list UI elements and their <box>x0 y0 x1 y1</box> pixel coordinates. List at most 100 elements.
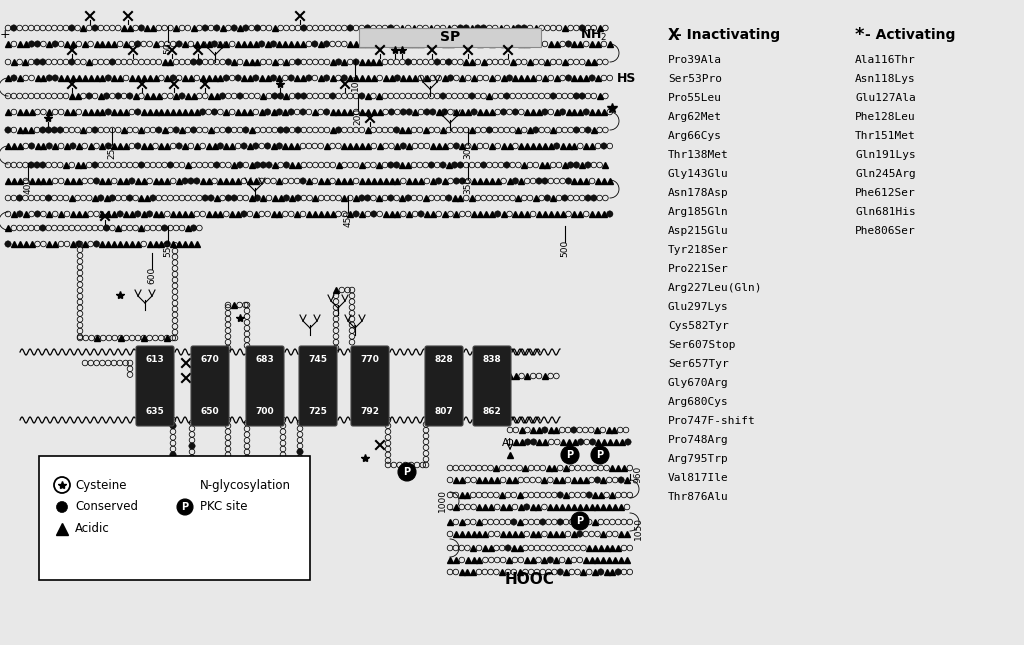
Circle shape <box>134 211 141 217</box>
Circle shape <box>311 41 318 47</box>
Circle shape <box>573 93 580 99</box>
Circle shape <box>447 75 454 81</box>
Text: Arg680Cys: Arg680Cys <box>668 397 729 407</box>
Circle shape <box>573 162 580 168</box>
Circle shape <box>536 41 542 47</box>
Circle shape <box>92 25 98 31</box>
Circle shape <box>571 512 589 530</box>
Text: Alu: Alu <box>502 438 518 448</box>
FancyBboxPatch shape <box>39 456 310 580</box>
Circle shape <box>469 93 475 99</box>
Circle shape <box>40 225 46 231</box>
Text: 200: 200 <box>353 108 362 124</box>
Circle shape <box>398 463 416 481</box>
Circle shape <box>127 93 133 99</box>
Circle shape <box>92 162 98 168</box>
Circle shape <box>358 93 365 99</box>
Text: 745: 745 <box>308 355 328 364</box>
Text: Conserved: Conserved <box>75 501 138 513</box>
Circle shape <box>542 178 548 184</box>
Circle shape <box>583 109 590 115</box>
Circle shape <box>234 75 242 81</box>
Circle shape <box>480 25 486 31</box>
Circle shape <box>295 59 301 65</box>
FancyBboxPatch shape <box>191 346 229 426</box>
Circle shape <box>511 519 517 525</box>
Text: 683: 683 <box>256 355 274 364</box>
Circle shape <box>388 195 394 201</box>
Circle shape <box>441 109 447 115</box>
Circle shape <box>306 75 312 81</box>
Circle shape <box>179 93 185 99</box>
Circle shape <box>164 241 171 247</box>
Circle shape <box>103 225 110 231</box>
Circle shape <box>176 41 182 47</box>
Circle shape <box>388 109 394 115</box>
Circle shape <box>103 93 110 99</box>
Circle shape <box>138 162 144 168</box>
Circle shape <box>241 143 247 149</box>
Text: Tyr218Ser: Tyr218Ser <box>668 245 729 255</box>
Circle shape <box>51 127 57 134</box>
Text: Thr876Alu: Thr876Alu <box>668 492 729 502</box>
Circle shape <box>585 162 591 168</box>
Circle shape <box>138 25 144 31</box>
Circle shape <box>214 25 220 31</box>
Circle shape <box>615 569 622 575</box>
Text: Gly670Arg: Gly670Arg <box>668 378 729 388</box>
FancyBboxPatch shape <box>359 28 541 47</box>
Circle shape <box>501 109 507 115</box>
Circle shape <box>40 59 46 65</box>
Text: P: P <box>596 450 603 460</box>
Circle shape <box>557 491 563 498</box>
Circle shape <box>589 75 595 81</box>
Text: 862: 862 <box>482 408 502 417</box>
Circle shape <box>585 195 591 201</box>
Circle shape <box>454 41 460 47</box>
Text: P: P <box>403 467 411 477</box>
Circle shape <box>365 25 371 31</box>
Circle shape <box>93 241 99 247</box>
Circle shape <box>594 477 601 483</box>
Text: +: + <box>0 28 10 41</box>
Circle shape <box>336 59 342 65</box>
Circle shape <box>258 41 265 47</box>
Circle shape <box>10 25 17 31</box>
Circle shape <box>156 127 162 134</box>
FancyBboxPatch shape <box>425 346 463 426</box>
Circle shape <box>393 127 399 134</box>
Circle shape <box>295 127 301 134</box>
Circle shape <box>471 109 477 115</box>
Circle shape <box>200 109 206 115</box>
Circle shape <box>288 109 295 115</box>
Circle shape <box>300 178 306 184</box>
Circle shape <box>573 127 580 134</box>
Circle shape <box>134 143 141 149</box>
Circle shape <box>557 519 563 525</box>
Circle shape <box>353 211 359 217</box>
Circle shape <box>127 195 133 201</box>
Text: 650: 650 <box>201 408 219 417</box>
Circle shape <box>424 109 430 115</box>
Text: 828: 828 <box>434 355 454 364</box>
Text: Phe806Ser: Phe806Ser <box>855 226 915 236</box>
Circle shape <box>324 75 330 81</box>
Circle shape <box>445 59 452 65</box>
Text: Pro55Leu: Pro55Leu <box>668 93 722 103</box>
Text: SP: SP <box>440 30 460 44</box>
Circle shape <box>495 211 501 217</box>
Text: 600: 600 <box>147 266 157 284</box>
Circle shape <box>52 75 58 81</box>
Circle shape <box>297 449 303 455</box>
Circle shape <box>457 162 464 168</box>
Circle shape <box>146 211 153 217</box>
Text: Asn178Asp: Asn178Asp <box>668 188 729 198</box>
Circle shape <box>284 162 290 168</box>
Text: 792: 792 <box>360 408 380 417</box>
Text: 1050: 1050 <box>634 517 642 539</box>
Circle shape <box>565 75 571 81</box>
Circle shape <box>92 127 98 134</box>
Circle shape <box>591 195 597 201</box>
Circle shape <box>457 25 464 31</box>
Text: Cysteine: Cysteine <box>75 479 127 491</box>
